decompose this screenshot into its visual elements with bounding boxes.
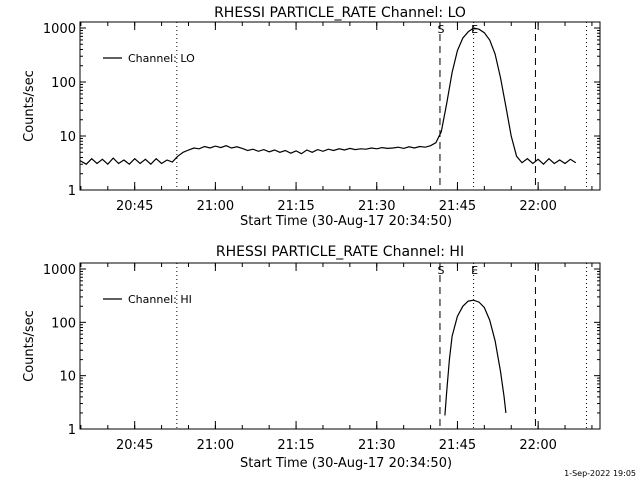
chart-title: RHESSI PARTICLE_RATE Channel: LO xyxy=(214,5,466,21)
x-tick-label: 22:00 xyxy=(519,199,556,214)
y-tick-label: 100 xyxy=(51,316,76,331)
x-tick-label: 20:45 xyxy=(116,438,153,453)
legend-entry: Channel: LO xyxy=(128,52,195,65)
y-tick-label: 10 xyxy=(59,370,76,385)
marker-s: S xyxy=(437,264,444,277)
footer-timestamp: 1-Sep-2022 19:05 xyxy=(564,469,636,478)
chart-panel-hi: RHESSI PARTICLE_RATE Channel: HI 1 10 100 10… xyxy=(22,244,601,471)
x-tick-label: 21:45 xyxy=(439,199,476,214)
x-tick-label: 20:45 xyxy=(116,199,153,214)
x-tick-label: 21:00 xyxy=(197,438,234,453)
y-tick-label: 1000 xyxy=(43,22,76,37)
y-tick-label: 10 xyxy=(59,130,76,145)
y-axis-label: Counts/sec xyxy=(22,70,37,142)
x-tick-label: 21:45 xyxy=(439,438,476,453)
marker-e: E xyxy=(471,264,478,277)
x-tick-label: 21:30 xyxy=(358,199,395,214)
y-tick-label: 1 xyxy=(68,184,76,199)
plot-frame xyxy=(79,21,601,191)
y-axis-label: Counts/sec xyxy=(22,310,37,382)
x-tick-label: 21:15 xyxy=(277,438,314,453)
marker-s: S xyxy=(437,23,444,36)
y-tick-label: 1000 xyxy=(43,263,76,278)
x-axis-label: Start Time (30-Aug-17 20:34:50) xyxy=(240,214,452,229)
series-line-channel-hi xyxy=(444,299,507,416)
y-tick-label: 100 xyxy=(51,76,76,91)
y-tick-label: 1 xyxy=(68,423,76,438)
legend-entry: Channel: HI xyxy=(128,293,192,306)
x-tick-label: 22:00 xyxy=(519,438,556,453)
x-tick-label: 21:30 xyxy=(358,438,395,453)
marker-e: E xyxy=(471,23,478,36)
series-line-channel-lo xyxy=(79,27,577,166)
plot-frame xyxy=(79,262,601,430)
x-axis-label: Start Time (30-Aug-17 20:34:50) xyxy=(240,456,452,471)
x-tick-label: 21:15 xyxy=(277,199,314,214)
chart-title: RHESSI PARTICLE_RATE Channel: HI xyxy=(216,244,464,260)
x-tick-label: 21:00 xyxy=(197,199,234,214)
chart-panel-lo: RHESSI PARTICLE_RATE Channel: LO 1 10 100 10… xyxy=(22,5,601,229)
